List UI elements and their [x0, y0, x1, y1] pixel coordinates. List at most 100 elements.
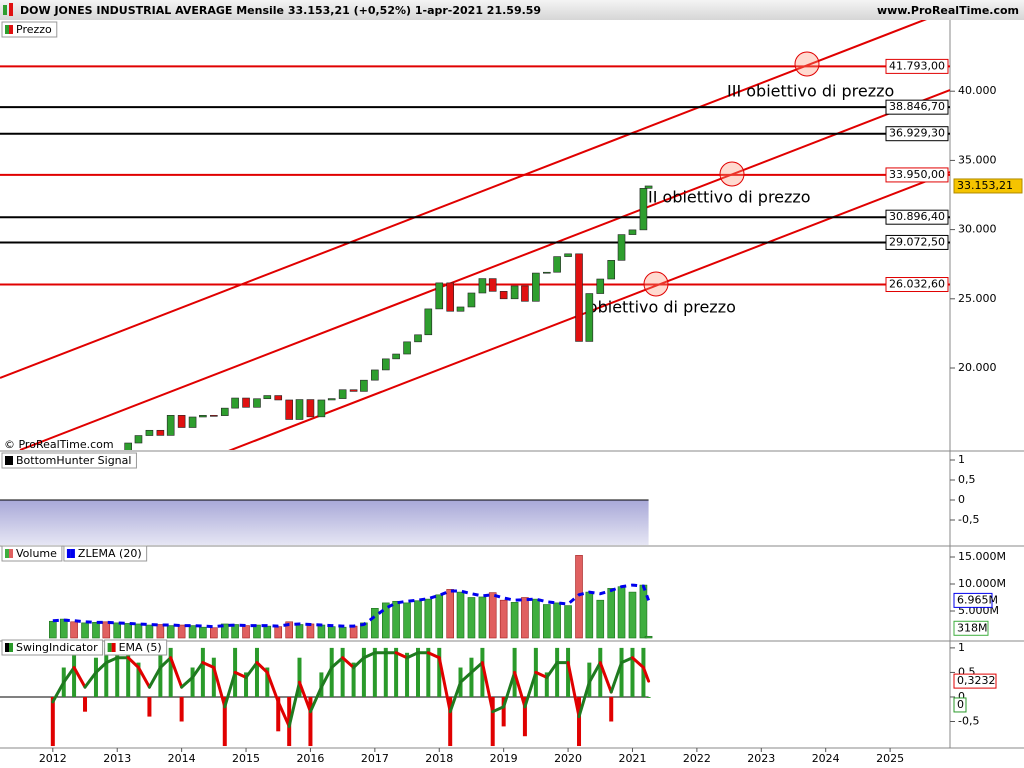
- swing-bar: [555, 647, 560, 697]
- value-label: 33.950,00: [889, 168, 945, 181]
- candle: [242, 397, 250, 408]
- swing-bar: [598, 647, 603, 697]
- swing-bar: [566, 647, 571, 697]
- swing-bar: [437, 647, 442, 697]
- swing-bar: [168, 647, 173, 697]
- swing-bar: [93, 657, 98, 697]
- swing-bar: [416, 647, 420, 697]
- volume-bar: [446, 589, 455, 639]
- candle: [349, 389, 358, 392]
- y-tick-label: 0,5: [958, 473, 976, 486]
- ema-line: [104, 656, 119, 665]
- candle: [210, 415, 218, 417]
- volume-bar: [274, 626, 283, 639]
- candle: [381, 358, 390, 371]
- volume-bar: [403, 602, 411, 639]
- target-circle: [643, 271, 669, 297]
- volume-bar: [639, 584, 648, 639]
- value-box: [953, 673, 997, 689]
- volume-bar: [188, 625, 197, 639]
- legend-swatch: [9, 549, 13, 558]
- volume-bar: [145, 624, 154, 639]
- volume-bar: [81, 622, 89, 639]
- ema-line: [577, 680, 591, 719]
- y-tick-label: 10.000M: [958, 577, 1006, 590]
- ema-line: [609, 661, 624, 694]
- legend-label: ZLEMA (20): [78, 547, 142, 560]
- volume-bar: [295, 624, 304, 639]
- legend-label: Prezzo: [16, 23, 52, 36]
- ema-line: [330, 656, 345, 670]
- swing-bar: [72, 647, 77, 697]
- candle: [467, 292, 476, 308]
- swing-bar: [126, 647, 131, 697]
- volume-bar: [102, 621, 111, 639]
- legend-swatch: [9, 456, 13, 465]
- volume-bar: [338, 626, 347, 639]
- volume-bar: [575, 555, 583, 639]
- value-label: 26.032,60: [889, 278, 945, 291]
- value-box: [885, 126, 949, 142]
- ema-line: [341, 656, 356, 670]
- volume-bar: [543, 604, 551, 639]
- volume-bar: [644, 635, 653, 639]
- ema-line: [566, 661, 581, 719]
- candle: [478, 278, 487, 294]
- legend-label: Volume: [16, 547, 57, 560]
- volume-bar: [499, 599, 508, 639]
- target-circle: [719, 161, 745, 187]
- value-box: [885, 99, 949, 115]
- swing-bar: [200, 647, 205, 697]
- site: www.ProRealTime.com: [877, 4, 1019, 17]
- swing-bar: [211, 657, 216, 697]
- candle: [231, 397, 239, 409]
- value-label: 29.072,50: [889, 235, 945, 248]
- legend-swatch: [5, 643, 9, 652]
- candle: [543, 271, 551, 274]
- y-tick-label: -0,5: [958, 715, 979, 728]
- legend-box: [1, 21, 58, 38]
- candle: [392, 353, 400, 360]
- legend-swatch: [70, 549, 75, 558]
- zlema-line: [52, 583, 650, 629]
- swing-bar: [136, 662, 141, 697]
- y-tick-label: 35.000: [958, 153, 997, 166]
- candle: [607, 260, 616, 280]
- y-tick-label: 20.000: [958, 361, 997, 374]
- volume-bar: [124, 623, 132, 639]
- legend-swatch: [107, 643, 112, 652]
- ema-line: [598, 661, 613, 694]
- swing-bar: [469, 657, 474, 697]
- volume-bar: [253, 624, 261, 639]
- volume-bar: [59, 618, 68, 639]
- candle: [414, 334, 422, 343]
- volume-bar: [231, 624, 239, 639]
- ema-line: [297, 680, 312, 714]
- annotation: I obiettivo di prezzo: [578, 298, 736, 317]
- legend-box: [63, 545, 148, 562]
- x-tick-label: 2016: [296, 752, 324, 765]
- ema-line: [502, 670, 517, 709]
- y-tick-label: -0,5: [958, 513, 979, 526]
- legend-label: SwingIndicator: [16, 641, 98, 654]
- candle: [156, 429, 165, 436]
- swing-bar: [351, 662, 356, 697]
- candle: [134, 435, 143, 444]
- swing-bar: [501, 696, 506, 727]
- volume-bar: [564, 605, 572, 639]
- candle: [424, 308, 433, 336]
- swing-bar: [115, 647, 120, 697]
- candle: [575, 253, 583, 342]
- candle: [199, 415, 207, 418]
- ema-line: [352, 656, 366, 670]
- ema-line: [319, 666, 334, 689]
- candle: [585, 293, 594, 342]
- legend-swatch: [5, 25, 9, 34]
- volume-bar: [306, 623, 315, 639]
- swing-bar: [448, 696, 453, 747]
- copyright: © ProRealTime.com: [4, 438, 114, 451]
- value-box: [953, 592, 993, 608]
- swing-bar: [641, 647, 646, 697]
- swing-bar: [383, 647, 388, 697]
